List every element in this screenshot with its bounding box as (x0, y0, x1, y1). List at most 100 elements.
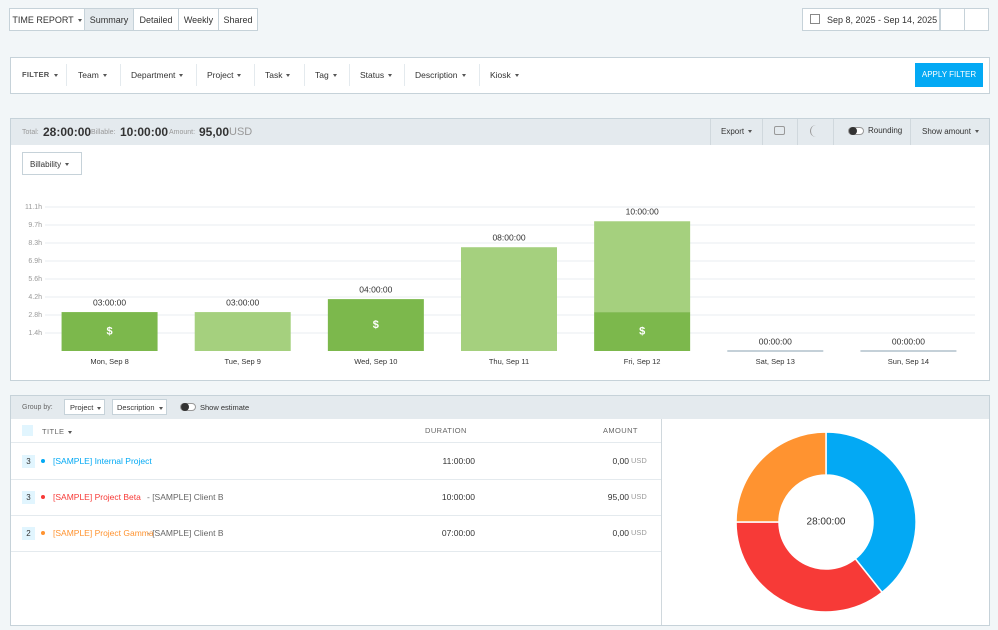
row-currency: USD (631, 528, 647, 537)
breakdown-header (11, 396, 989, 419)
summary-card (10, 118, 990, 381)
separator (349, 64, 350, 86)
print-button[interactable] (774, 126, 785, 135)
filter-item[interactable]: Tag (315, 69, 337, 81)
report-menu[interactable]: TIME REPORT (9, 8, 85, 31)
apply-filter-button[interactable]: APPLY FILTER (915, 63, 983, 87)
tab-detailed[interactable]: Detailed (133, 8, 179, 31)
separator (479, 64, 480, 86)
filter-item-label: Team (78, 70, 99, 80)
total-value: 28:00:00 (43, 125, 92, 139)
project-name[interactable]: [SAMPLE] Internal Project (53, 456, 152, 466)
column-title[interactable]: TITLE (42, 426, 72, 438)
prev-week[interactable] (940, 8, 965, 31)
group-by-second[interactable]: Description (112, 399, 167, 415)
separator (404, 64, 405, 86)
chart-mode-dropdown[interactable]: Billability (22, 152, 82, 175)
rounding-toggle[interactable] (848, 127, 864, 135)
filter-label[interactable]: FILTER (22, 69, 58, 81)
export-label: Export (721, 127, 745, 136)
row-dot (41, 531, 45, 535)
row-count[interactable]: 3 (22, 454, 35, 468)
filter-item-label: Task (265, 70, 283, 80)
row-currency: USD (631, 456, 647, 465)
column-duration[interactable]: DURATION (425, 426, 467, 435)
calendar-icon (810, 14, 820, 24)
separator (797, 119, 798, 145)
project-name[interactable]: [SAMPLE] Project Gamma (53, 528, 154, 538)
row-duration: 11:00:00 (442, 456, 475, 466)
filter-item-label: Description (415, 70, 458, 80)
filter-item[interactable]: Status (360, 69, 392, 81)
separator (710, 119, 711, 145)
row-dot (41, 495, 45, 499)
next-week[interactable] (964, 8, 989, 31)
date-range-label: Sep 8, 2025 - Sep 14, 2025 (827, 15, 938, 25)
billable-value: 10:00:00 (120, 125, 169, 139)
billable-label: Billable: (91, 129, 116, 136)
share-button[interactable] (810, 125, 822, 137)
expand-all[interactable] (22, 425, 33, 436)
filter-item[interactable]: Description (415, 69, 466, 81)
filter-item[interactable]: Team (78, 69, 107, 81)
amount-value: 95,00 (199, 125, 230, 139)
separator (762, 119, 763, 145)
column-title-label: TITLE (42, 427, 65, 436)
row-count[interactable]: 3 (22, 490, 35, 504)
filter-label-text: FILTER (22, 70, 50, 79)
filter-item-label: Project (207, 70, 234, 80)
separator (833, 119, 834, 145)
row-dot (41, 459, 45, 463)
filter-item[interactable]: Kiosk (490, 69, 519, 81)
filter-item-label: Department (131, 70, 176, 80)
separator (254, 64, 255, 86)
separator (910, 119, 911, 145)
row-amount: 95,00 (607, 492, 629, 502)
report-menu-label: TIME REPORT (12, 15, 74, 25)
row-duration: 07:00:00 (441, 528, 475, 538)
group-by-label: Group by: (22, 404, 53, 411)
separator (120, 64, 121, 86)
filter-item-label: Tag (315, 70, 329, 80)
client-name: - [SAMPLE] Client B (147, 528, 224, 538)
amount-label: Amount: (169, 129, 196, 136)
rounding-label: Rounding (868, 126, 903, 135)
column-amount[interactable]: AMOUNT (603, 426, 638, 435)
chart-mode-label: Billability (30, 160, 62, 169)
show-amount-label: Show amount (922, 127, 971, 136)
estimate-toggle[interactable] (180, 403, 196, 411)
filter-item[interactable]: Task (265, 69, 290, 81)
row-divider (11, 515, 661, 516)
row-count[interactable]: 2 (22, 526, 35, 540)
project-name[interactable]: [SAMPLE] Project Beta (53, 492, 141, 502)
filter-item-label: Kiosk (490, 70, 511, 80)
date-range[interactable]: Sep 8, 2025 - Sep 14, 2025 (802, 8, 940, 31)
filter-item[interactable]: Department (131, 69, 183, 81)
separator (304, 64, 305, 86)
group-by-second-label: Description (117, 403, 155, 412)
row-amount: 0,00 (612, 456, 629, 466)
tab-shared[interactable]: Shared (218, 8, 258, 31)
tab-summary[interactable]: Summary (84, 8, 134, 31)
row-duration: 10:00:00 (441, 492, 475, 502)
total-label: Total: (22, 129, 39, 136)
export-menu[interactable]: Export (721, 126, 752, 138)
estimate-label: Show estimate (200, 403, 250, 412)
separator (196, 64, 197, 86)
group-by-first[interactable]: Project (64, 399, 105, 415)
client-name: - [SAMPLE] Client B (147, 492, 224, 502)
tab-weekly[interactable]: Weekly (178, 8, 219, 31)
row-divider (11, 442, 661, 443)
row-amount: 0,00 (612, 528, 629, 538)
show-amount-menu[interactable]: Show amount (922, 126, 979, 138)
filter-item-label: Status (360, 70, 385, 80)
breakdown-card (10, 395, 990, 626)
filter-item[interactable]: Project (207, 69, 241, 81)
amount-currency: USD (229, 126, 253, 138)
separator (66, 64, 67, 86)
row-divider (11, 551, 661, 552)
row-currency: USD (631, 492, 647, 501)
group-by-first-label: Project (70, 403, 94, 412)
